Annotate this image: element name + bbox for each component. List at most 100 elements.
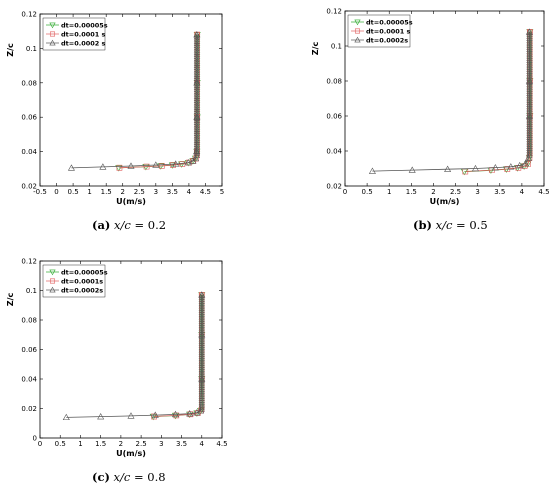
x-tick-label: 5: [220, 188, 224, 196]
caption-tag: (b): [413, 218, 432, 232]
chart-panel-1: -0.5 0 0.5 1 1.5 2 2.5 3 3.5 4 4.5 5 0.02 0.04 0.06 0.0…: [6, 11, 224, 233]
data-point: [151, 411, 159, 418]
legend-entry: dt=0.0002s: [61, 286, 103, 294]
y-tick-label: 0.02: [21, 405, 37, 413]
panel-caption: (c) x/c = 0.8: [92, 470, 166, 484]
x-tick-label: 1: [387, 188, 391, 196]
caption-value: = 0.2: [131, 218, 166, 232]
legend-marker: [354, 28, 361, 34]
legend-marker: [49, 278, 56, 284]
data-point: [198, 406, 205, 412]
data-point: [526, 152, 533, 158]
series-3: [368, 28, 533, 174]
legend-marker: [49, 31, 56, 37]
data-point: [187, 411, 194, 418]
x-tick-label: 3.5: [494, 188, 505, 196]
x-tick-label: 1.5: [406, 188, 417, 196]
x-tick-label: -0.5: [33, 188, 47, 196]
data-point: [525, 161, 531, 167]
x-tick-label: 2.5: [134, 188, 145, 196]
x-tick-label: 3: [475, 188, 479, 196]
plot-frame: [39, 13, 223, 187]
data-point: [173, 412, 180, 419]
y-axis-label: Z/c: [6, 43, 15, 57]
x-tick-label: 4: [187, 188, 192, 196]
series-1: [149, 292, 206, 421]
series-1: [460, 29, 534, 176]
data-point: [143, 163, 150, 170]
data-point: [444, 165, 452, 172]
series-line: [464, 32, 531, 173]
x-tick-label: 3.5: [176, 440, 187, 448]
y-tick-label: 0.1: [331, 43, 342, 51]
data-point: [193, 152, 200, 158]
legend-entry: dt=0.0001 s: [61, 30, 106, 38]
x-tick-label: 2.5: [136, 440, 147, 448]
data-point: [521, 159, 529, 167]
y-tick-label: 0.1: [26, 287, 37, 295]
x-tick-label: 2: [120, 188, 124, 196]
x-tick-label: 2.5: [450, 188, 461, 196]
series-line: [372, 32, 530, 172]
legend-entry: dt=0.00005s: [61, 268, 108, 276]
x-tick-label: 1.5: [95, 440, 106, 448]
x-tick-label: 4: [200, 440, 205, 448]
data-point: [151, 413, 157, 420]
x-tick-label: 3.5: [167, 188, 178, 196]
data-point: [193, 409, 201, 416]
data-point: [197, 407, 205, 414]
x-axis-label: U(m/s): [430, 197, 460, 206]
x-axis-label: U(m/s): [116, 197, 146, 206]
y-tick-label: 0.04: [326, 148, 342, 156]
data-point: [97, 412, 105, 420]
series-line: [119, 34, 198, 169]
x-tick-label: 3: [159, 440, 163, 448]
y-axis-label: Z/c: [311, 42, 320, 56]
x-tick-label: 1: [87, 188, 91, 196]
data-point: [491, 164, 499, 171]
series-line: [118, 34, 198, 169]
legend-marker: [49, 286, 56, 293]
data-point: [152, 161, 160, 168]
panel-caption: (b) x/c = 0.5: [413, 218, 488, 232]
legend-entry: dt=0.0001 s: [366, 27, 411, 35]
caption-variable: x/c: [114, 218, 131, 232]
y-tick-label: 0.06: [21, 346, 37, 354]
x-tick-label: 0.5: [362, 188, 373, 196]
data-point: [170, 162, 176, 168]
legend-entry: dt=0.00005s: [366, 18, 413, 26]
x-tick-label: 4.5: [200, 188, 211, 196]
legend-marker: [354, 36, 361, 43]
data-point: [408, 166, 416, 173]
data-point: [127, 162, 135, 169]
caption-value: = 0.5: [452, 218, 487, 232]
series-line: [465, 32, 531, 172]
y-tick-label: 0.04: [21, 148, 37, 156]
data-point: [116, 164, 123, 171]
data-point: [99, 163, 107, 170]
x-tick-label: 2: [119, 440, 123, 448]
legend-entry: dt=0.00005s: [61, 21, 108, 29]
panel-caption: (a) x/c = 0.2: [92, 218, 166, 232]
series-2: [462, 29, 533, 175]
data-point: [471, 164, 479, 172]
data-point: [115, 165, 123, 172]
series-2: [116, 31, 201, 171]
data-point: [127, 412, 135, 419]
data-point: [504, 166, 511, 172]
y-tick-label: 0.08: [21, 317, 37, 325]
plot-frame: [344, 10, 545, 187]
legend-marker: [49, 39, 56, 46]
legend-entry: dt=0.0002 s: [61, 39, 106, 47]
x-tick-label: 0.5: [68, 188, 79, 196]
x-tick-label: 4.5: [216, 440, 227, 448]
x-tick-label: 4.5: [538, 188, 549, 196]
y-tick-label: 0.12: [21, 258, 37, 266]
x-tick-label: 0: [54, 188, 58, 196]
x-tick-label: 0: [343, 188, 347, 196]
y-tick-label: 0.08: [326, 78, 342, 86]
y-axis-label: Z/c: [6, 293, 15, 307]
caption-variable: x/c: [436, 218, 453, 232]
x-tick-label: 2: [431, 188, 435, 196]
x-tick-label: 4: [520, 188, 525, 196]
